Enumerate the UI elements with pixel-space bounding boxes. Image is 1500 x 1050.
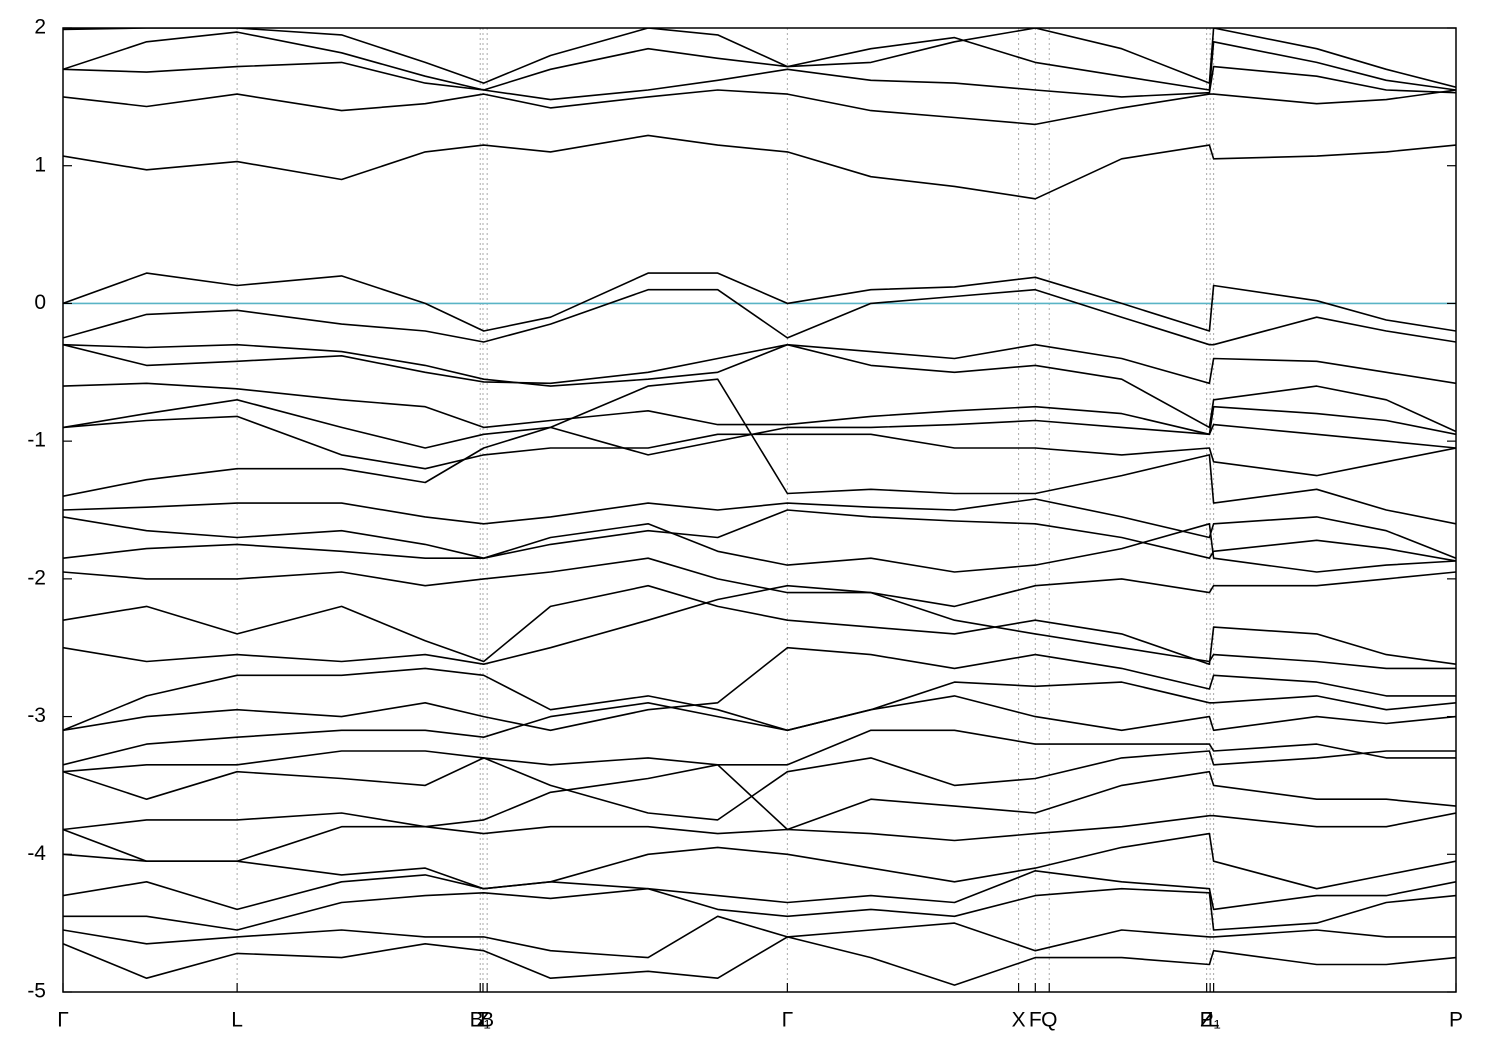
x-tick-label: F [1029, 1009, 1042, 1032]
band [63, 812, 1456, 862]
band [63, 870, 1456, 911]
y-tick-label: -5 [27, 980, 46, 1003]
y-tick-label: -3 [27, 704, 46, 727]
plot-frame [62, 27, 1457, 993]
x-tick-label: L [1208, 1009, 1220, 1032]
x-tick-label: P₁ [1200, 1009, 1221, 1032]
band [63, 272, 1456, 332]
band [63, 729, 1456, 773]
x-tick-label: Q [1041, 1009, 1057, 1032]
band [63, 584, 1456, 665]
x-tick-label: L [231, 1009, 243, 1032]
x-tick-label: B [480, 1009, 494, 1032]
y-tick-label: 1 [34, 153, 46, 176]
band [63, 498, 1456, 559]
band [63, 31, 1456, 91]
band [63, 523, 1456, 573]
band [63, 378, 1456, 525]
band [63, 584, 1456, 670]
band [63, 288, 1456, 346]
band [63, 750, 1456, 821]
band [63, 887, 1456, 931]
band [63, 509, 1456, 562]
bands [63, 28, 1456, 986]
band [63, 936, 1456, 986]
band [63, 832, 1456, 890]
band [63, 89, 1456, 126]
band [63, 61, 1456, 101]
x-tick-label: X [1012, 1009, 1026, 1032]
grid-layer [62, 28, 1457, 992]
x-tick-label: Z [477, 1009, 490, 1032]
y-tick-label: -1 [27, 429, 46, 452]
band [63, 646, 1456, 732]
band [63, 695, 1456, 766]
x-tick-label: Γ [57, 1009, 69, 1032]
band [63, 382, 1456, 436]
x-tick-label: Z [1200, 1009, 1213, 1032]
band [63, 557, 1456, 608]
band [63, 399, 1456, 456]
band [63, 915, 1456, 959]
band [63, 343, 1456, 433]
x-tick-label: Γ [782, 1009, 794, 1032]
y-tick-label: 2 [34, 16, 46, 39]
y-tick-label: 0 [34, 291, 46, 314]
band [63, 134, 1456, 200]
y-tick-label: -4 [27, 842, 46, 865]
band [63, 415, 1456, 477]
y-tick-label: -2 [27, 566, 46, 589]
x-tick-label: B₁ [470, 1009, 491, 1032]
x-tick-label: P [1449, 1009, 1463, 1032]
band [63, 28, 1456, 88]
